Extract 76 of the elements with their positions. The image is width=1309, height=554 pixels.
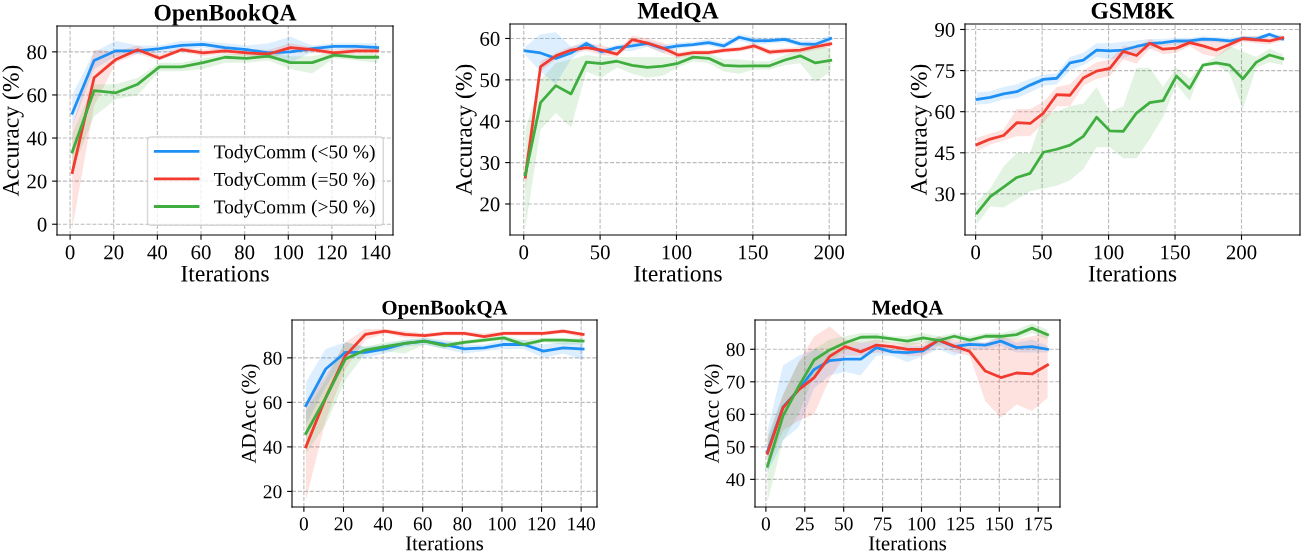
x-tick-label: 25 — [795, 517, 814, 531]
chart-title: OpenBookQA — [382, 299, 508, 319]
x-tick-label: 20 — [334, 517, 353, 531]
y-tick-label: 60 — [27, 88, 47, 103]
x-tick-label: 50 — [1032, 245, 1052, 260]
y-axis-title: ADAcc (%) — [241, 364, 261, 464]
y-tick-label: 80 — [726, 343, 745, 357]
x-tick-label: 50 — [835, 517, 853, 531]
y-tick-label: 40 — [479, 114, 500, 129]
x-tick-label: 120 — [318, 245, 347, 260]
y-tick-label: 50 — [480, 73, 500, 88]
y-axis-title: Accuracy (%) — [910, 64, 932, 196]
y-tick-label: 60 — [263, 396, 282, 410]
y-tick-label: 40 — [26, 131, 47, 146]
x-tick-label: 120 — [528, 517, 556, 531]
chart-title: MedQA — [637, 2, 719, 23]
x-tick-label: 0 — [519, 245, 529, 260]
y-tick-label: 45 — [934, 146, 955, 161]
y-tick-label: 60 — [480, 31, 500, 46]
x-tick-label: 40 — [147, 245, 167, 260]
chart-title: MedQA — [871, 299, 944, 318]
y-tick-label: 40 — [263, 440, 282, 454]
x-tick-label: 50 — [590, 245, 610, 260]
y-tick-label: 70 — [727, 375, 745, 389]
y-axis-title: Accuracy (%) — [455, 64, 477, 196]
x-tick-label: 200 — [1226, 245, 1257, 260]
x-tick-label: 75 — [874, 517, 892, 531]
x-tick-label: 60 — [191, 245, 211, 260]
x-tick-label: 100 — [908, 517, 936, 531]
x-tick-label: 0 — [761, 517, 771, 531]
x-tick-label: 0 — [299, 517, 308, 531]
y-tick-label: 75 — [935, 64, 955, 79]
x-tick-label: 125 — [947, 517, 975, 531]
y-tick-label: 0 — [37, 217, 47, 232]
x-tick-label: 60 — [413, 517, 432, 531]
x-tick-label: 150 — [739, 245, 768, 260]
x-tick-label: 140 — [361, 245, 391, 260]
x-tick-label: 0 — [65, 245, 75, 260]
y-axis-title: ADAcc (%) — [704, 364, 724, 464]
legend-label: TodyComm (<50 %) — [213, 144, 375, 163]
y-tick-label: 30 — [935, 187, 955, 202]
y-tick-label: 80 — [27, 45, 47, 60]
y-tick-label: 60 — [935, 105, 955, 120]
x-tick-label: 80 — [453, 517, 472, 531]
x-axis-title: Iterations — [868, 536, 947, 551]
y-tick-label: 90 — [935, 22, 955, 37]
y-tick-label: 30 — [480, 155, 500, 171]
chart-title: OpenBookQA — [154, 4, 297, 26]
y-tick-label: 40 — [726, 473, 745, 487]
x-tick-label: 200 — [814, 245, 845, 260]
x-axis-title: Iterations — [1088, 265, 1177, 282]
y-tick-label: 60 — [726, 408, 745, 422]
x-tick-label: 100 — [274, 245, 304, 260]
x-tick-label: 20 — [104, 245, 124, 260]
x-tick-label: 140 — [568, 517, 595, 531]
x-tick-label: 175 — [1025, 517, 1053, 531]
y-tick-label: 50 — [726, 440, 745, 454]
y-tick-label: 20 — [263, 485, 282, 499]
x-tick-label: 150 — [986, 517, 1014, 531]
y-tick-label: 20 — [480, 197, 500, 212]
x-tick-label: 0 — [971, 245, 981, 260]
x-tick-label: 100 — [662, 245, 692, 260]
x-tick-label: 100 — [1094, 245, 1124, 260]
legend-label: TodyComm (=50 %) — [213, 172, 375, 190]
y-axis-title: Accuracy (%) — [2, 65, 24, 197]
x-axis-title: Iterations — [634, 265, 722, 282]
x-tick-label: 40 — [373, 517, 393, 531]
x-axis-title: Iterations — [181, 265, 269, 282]
legend-label: TodyComm (>50 %) — [213, 199, 375, 218]
x-axis-title: Iterations — [405, 536, 484, 551]
x-tick-label: 150 — [1161, 245, 1190, 260]
y-tick-label: 20 — [27, 174, 47, 189]
chart-title: GSM8K — [1091, 2, 1175, 19]
x-tick-label: 100 — [489, 517, 516, 531]
x-tick-label: 80 — [235, 245, 255, 260]
y-tick-label: 80 — [263, 351, 282, 365]
